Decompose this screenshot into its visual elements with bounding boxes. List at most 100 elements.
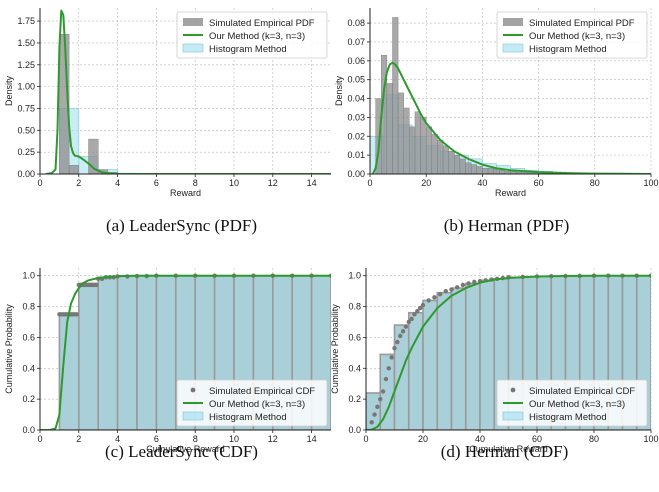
y-tick-label: 0.4 (22, 363, 35, 373)
legend-label: Our Method (k=3, n=3) (529, 31, 625, 42)
empirical-bar (69, 165, 79, 174)
empirical-point (378, 397, 382, 401)
x-tick-label: 80 (590, 178, 600, 188)
empirical-point (427, 298, 431, 302)
y-tick-label: 0.01 (347, 150, 365, 160)
y-tick-label: 0.03 (347, 112, 365, 122)
y-tick-label: 0.07 (347, 37, 365, 47)
legend-swatch-empirical (511, 388, 516, 393)
legend-swatch-empirical (183, 18, 203, 26)
legend-label: Our Method (k=3, n=3) (529, 399, 625, 410)
empirical-bar (460, 159, 466, 174)
legend: Simulated Empirical CDF Our Method (k=3, … (177, 380, 327, 426)
empirical-bar (421, 117, 427, 174)
empirical-point (461, 283, 465, 287)
histogram-bar (156, 276, 175, 430)
x-tick-label: 14 (307, 178, 317, 188)
y-tick-label: 0.08 (347, 18, 365, 28)
legend-label: Histogram Method (209, 44, 287, 55)
x-tick-label: 80 (589, 434, 599, 444)
empirical-point (444, 289, 448, 293)
y-tick-label: 0.4 (348, 363, 361, 373)
x-tick-label: 0 (367, 178, 372, 188)
x-tick-label: 40 (477, 178, 487, 188)
empirical-bar (404, 108, 410, 174)
empirical-bar (415, 112, 421, 174)
empirical-point (409, 317, 413, 321)
empirical-bar (482, 168, 488, 174)
legend-swatch-histogram (183, 412, 203, 420)
empirical-point (392, 346, 396, 350)
legend-label: Simulated Empirical PDF (529, 18, 635, 29)
histogram-bar (98, 277, 117, 430)
legend-label: Simulated Empirical CDF (529, 386, 635, 397)
chart-panel-4: 0 20 40 60 80 100 0.0 0.2 0.4 0.6 0.8 1.0 Cumulative… (330, 268, 659, 461)
empirical-bar (488, 168, 494, 174)
chart-panel-3: 0 2 4 6 8 10 12 14 0.0 0.2 0.4 0.6 0.8 1.0 Cumulative … (4, 268, 333, 461)
subfigure-caption: (a) LeaderSync (PDF) (106, 216, 257, 235)
y-tick-label: 0.00 (347, 169, 365, 179)
x-axis-label: Reward (495, 188, 526, 198)
y-tick-label: 0.2 (348, 394, 361, 404)
empirical-point (372, 412, 376, 416)
y-tick-label: 0.0 (22, 425, 35, 435)
empirical-bar (466, 163, 472, 174)
empirical-bar (499, 170, 505, 174)
y-tick-label: 0.2 (22, 394, 35, 404)
y-tick-label: 0.02 (347, 131, 365, 141)
legend-swatch-histogram (503, 44, 523, 52)
y-tick-label: 0.8 (22, 302, 35, 312)
y-tick-label: 1.0 (22, 271, 35, 281)
histogram-bar (437, 293, 451, 430)
histogram-bar (466, 283, 480, 430)
histogram-bar (137, 276, 156, 430)
histogram-bar (423, 300, 437, 430)
x-axis-label: Reward (170, 188, 201, 198)
legend-swatch-empirical (503, 18, 523, 26)
empirical-point (94, 283, 98, 287)
x-tick-label: 60 (534, 178, 544, 188)
legend: Simulated Empirical PDF Our Method (k=3, … (497, 12, 647, 58)
empirical-point (384, 377, 388, 381)
x-tick-label: 4 (115, 178, 120, 188)
y-tick-label: 1.50 (17, 38, 35, 48)
chart-panel-2: 0 20 40 60 80 100 0.00 0.01 0.02 0.03 0.04 0.05 0.06… (334, 8, 659, 235)
empirical-bar (398, 93, 404, 174)
x-tick-label: 14 (307, 434, 317, 444)
y-tick-label: 0.05 (347, 75, 365, 85)
y-tick-label: 0.75 (17, 103, 35, 113)
empirical-bar (449, 151, 455, 174)
empirical-point (438, 292, 442, 296)
legend: Simulated Empirical CDF Our Method (k=3, … (497, 380, 647, 426)
x-tick-label: 20 (421, 178, 431, 188)
x-tick-label: 10 (229, 178, 239, 188)
y-tick-label: 0.8 (348, 302, 361, 312)
y-tick-label: 1.00 (17, 82, 35, 92)
empirical-bar (432, 134, 438, 174)
empirical-bar (426, 127, 432, 174)
y-tick-label: 1.0 (348, 271, 361, 281)
histogram-bar (118, 276, 137, 430)
empirical-point (466, 281, 470, 285)
empirical-point (449, 287, 453, 291)
legend-label: Histogram Method (529, 412, 607, 423)
legend-swatch-histogram (183, 44, 203, 52)
x-tick-label: 8 (193, 178, 198, 188)
empirical-point (75, 312, 79, 316)
subfigure-caption: (b) Herman (PDF) (444, 216, 570, 235)
y-axis-label: Density (4, 75, 14, 106)
empirical-bar (387, 83, 393, 174)
y-axis-label: Density (334, 75, 344, 106)
legend-label: Simulated Empirical CDF (209, 386, 315, 397)
y-tick-label: 0.0 (348, 425, 361, 435)
y-tick-label: 0.00 (17, 169, 35, 179)
x-tick-label: 0 (37, 434, 42, 444)
chart-panel-1: 0 2 4 6 8 10 12 140.000.250.500.751.001.251.501… (4, 8, 331, 235)
legend-swatch-empirical (191, 388, 196, 393)
empirical-point (404, 324, 408, 328)
x-tick-label: 12 (268, 434, 278, 444)
x-tick-label: 12 (268, 178, 278, 188)
empirical-bar (477, 166, 483, 174)
empirical-point (389, 355, 393, 359)
